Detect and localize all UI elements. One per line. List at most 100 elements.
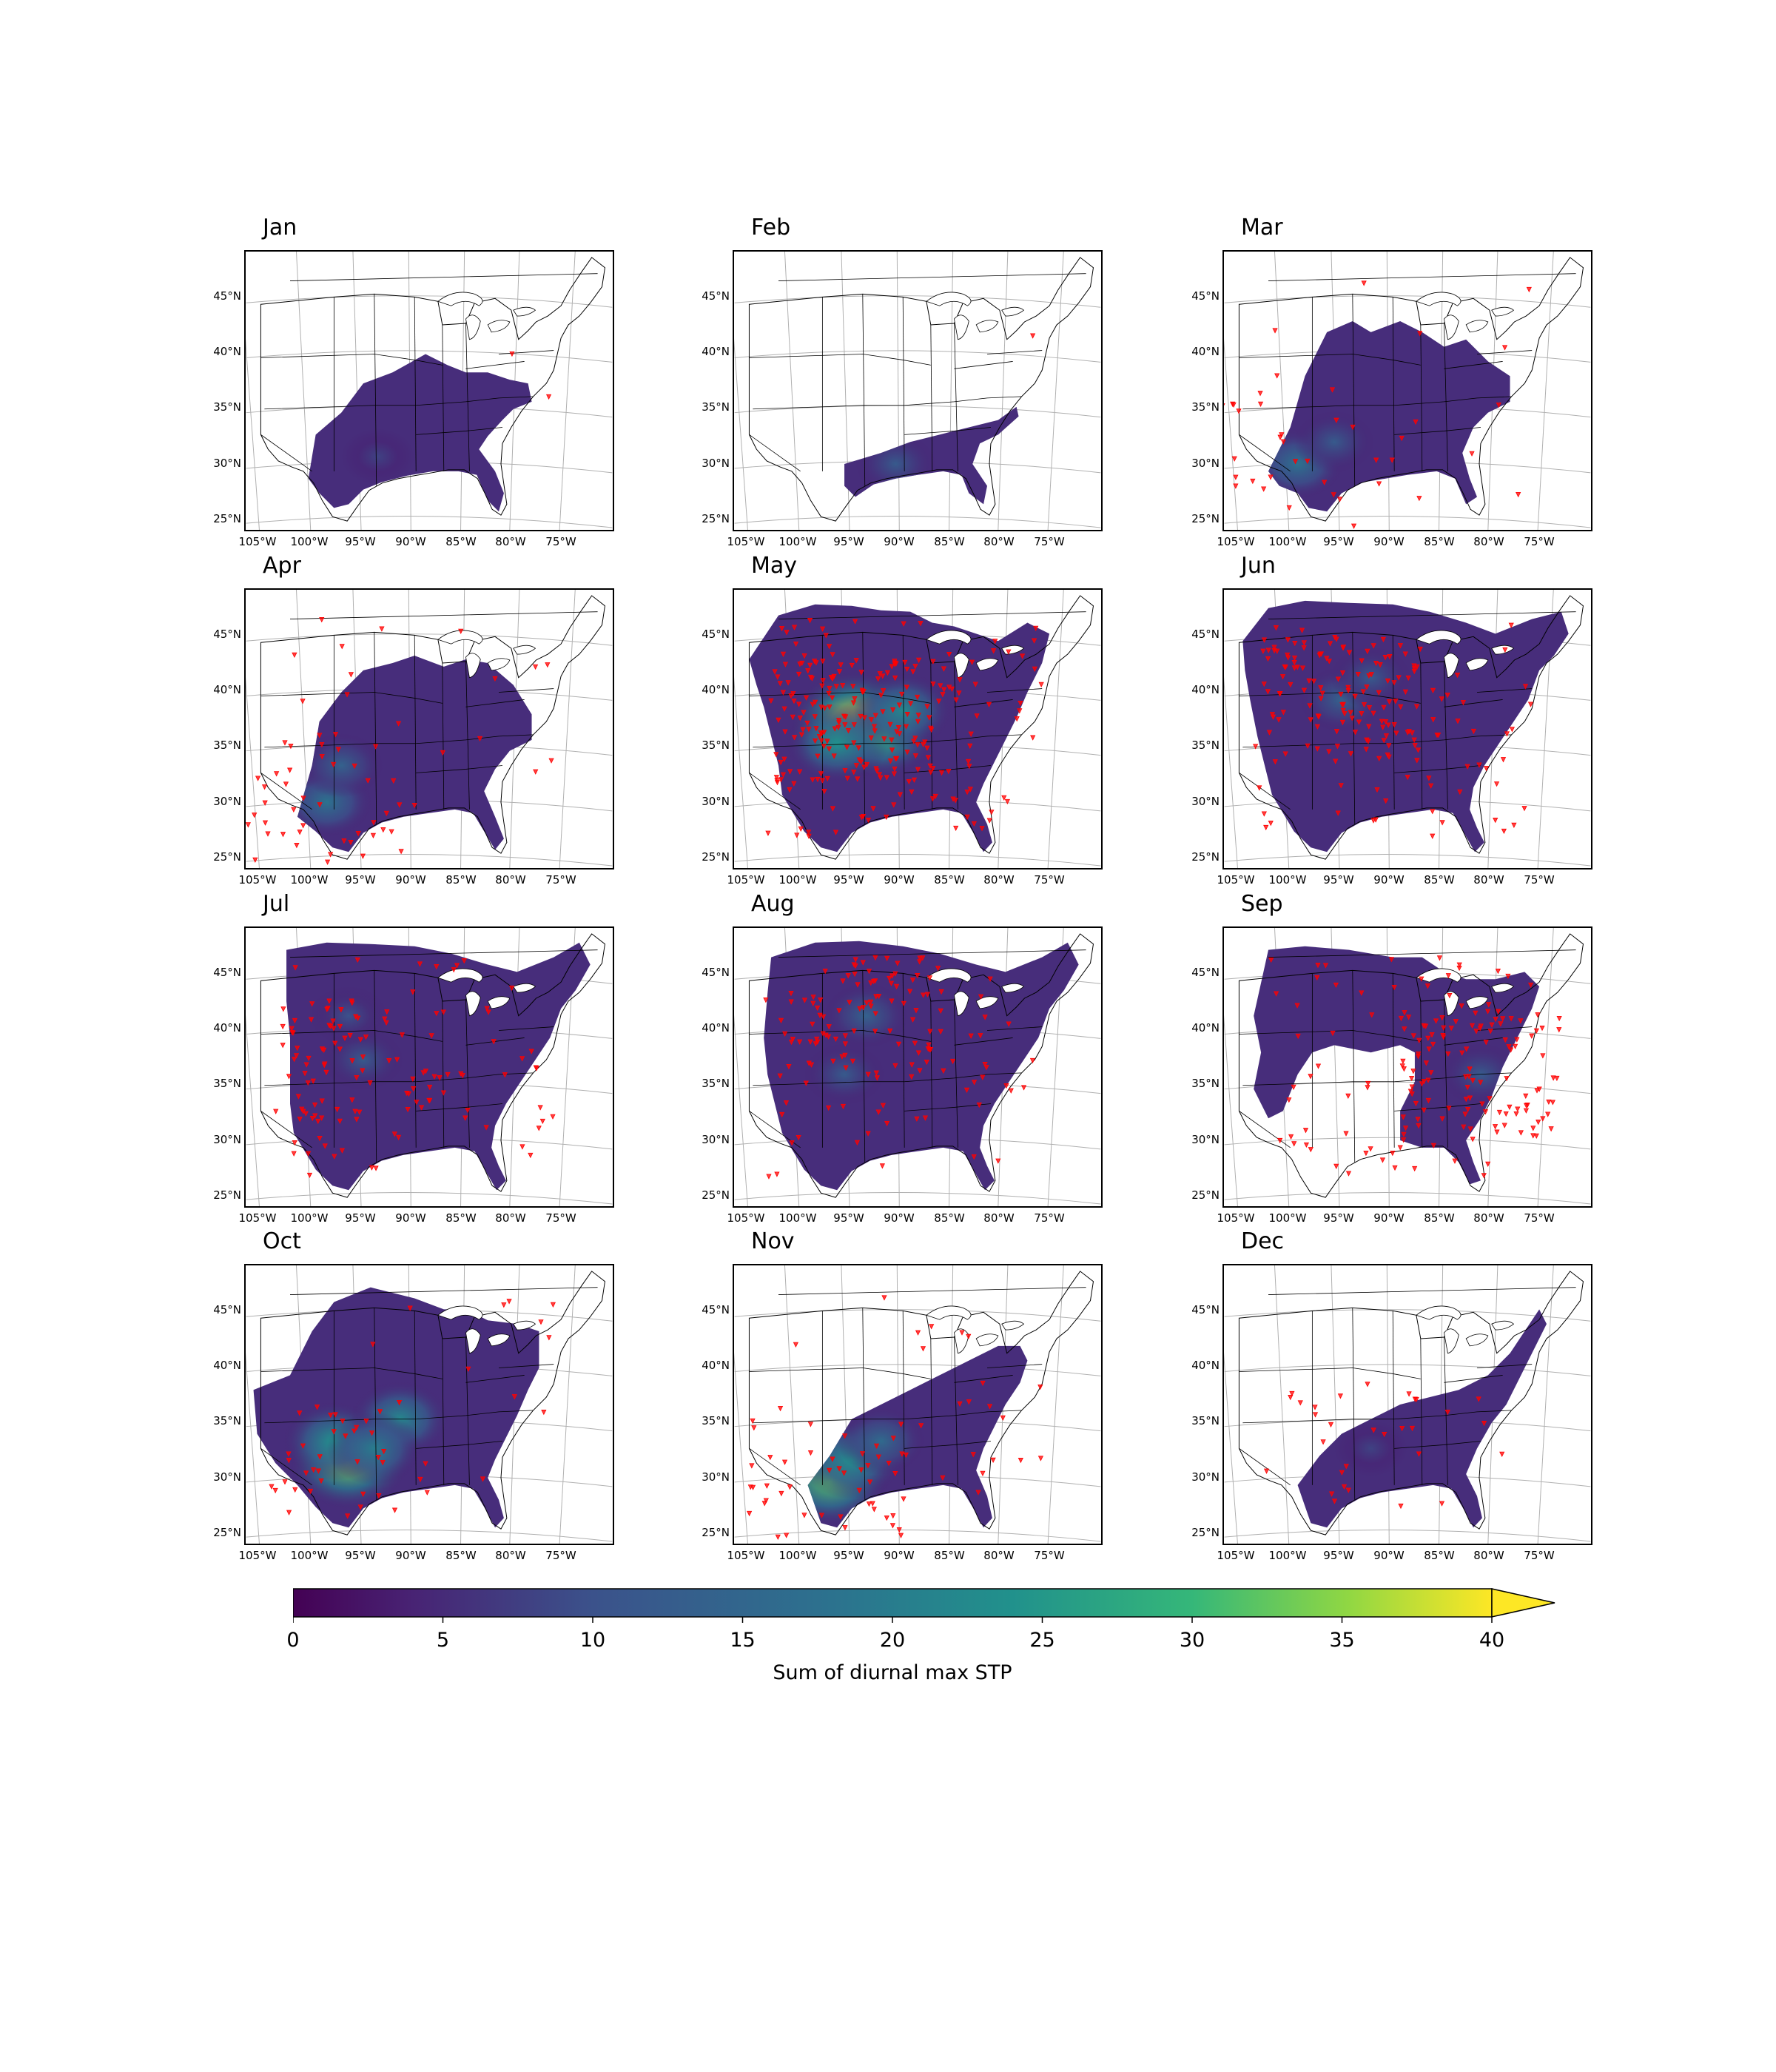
- longitude-tick-label: 105°W: [1217, 873, 1255, 887]
- latitude-tick-label: 40°N: [702, 345, 730, 358]
- latitude-tick-label: 35°N: [702, 739, 730, 752]
- tornado-marker: [880, 673, 886, 679]
- tornado-markers: [1030, 333, 1036, 339]
- tornado-marker: [414, 1100, 420, 1106]
- tornado-marker: [886, 1460, 892, 1467]
- longitude-tick-label: 105°W: [1217, 1549, 1255, 1562]
- tornado-marker: [1391, 722, 1397, 728]
- tornado-marker: [797, 716, 803, 722]
- longitude-tick-label: 105°W: [727, 873, 765, 887]
- tornado-marker: [1503, 1111, 1509, 1117]
- tornado-marker: [1434, 733, 1440, 739]
- tornado-marker: [1405, 675, 1411, 682]
- tornado-marker: [1479, 1101, 1485, 1107]
- state-border: [416, 396, 534, 406]
- tornado-marker: [1342, 711, 1348, 717]
- tornado-marker: [451, 967, 457, 973]
- tornado-marker: [872, 955, 878, 961]
- great-lakes: [437, 1305, 536, 1354]
- stp-hotspots: [1334, 1420, 1407, 1476]
- longitude-tick-label: 105°W: [238, 1549, 277, 1562]
- tornado-marker: [1464, 1084, 1470, 1091]
- tornado-marker: [1383, 733, 1390, 739]
- tornado-marker: [941, 1068, 946, 1074]
- tornado-marker: [826, 644, 832, 650]
- tornado-marker: [332, 1412, 338, 1418]
- tornado-marker: [1385, 678, 1391, 684]
- tornado-marker: [1014, 716, 1020, 722]
- tornado-marker: [928, 727, 935, 733]
- tornado-marker: [806, 830, 812, 835]
- longitude-line: [896, 252, 900, 530]
- state-border: [1420, 1000, 1423, 1148]
- tornado-marker: [815, 776, 821, 783]
- tornado-marker: [1301, 645, 1307, 651]
- tornado-marker: [810, 1000, 816, 1006]
- tornado-marker: [921, 992, 926, 998]
- tornado-marker: [1373, 660, 1379, 667]
- colorbar-tick-label: 30: [1179, 1629, 1205, 1652]
- longitude-tick-label: 95°W: [833, 1549, 864, 1562]
- tornado-marker: [820, 659, 826, 665]
- tornado-marker: [927, 763, 933, 769]
- tornado-marker: [819, 778, 826, 784]
- tornado-marker: [909, 978, 916, 983]
- state-border: [1420, 324, 1423, 471]
- tornado-marker: [1428, 1070, 1434, 1076]
- tornado-marker: [1495, 968, 1501, 975]
- tornado-marker: [431, 1074, 437, 1080]
- tornado-marker: [319, 1046, 326, 1052]
- tornado-marker: [992, 639, 998, 645]
- tornado-marker: [1369, 1012, 1375, 1018]
- state-border: [1392, 297, 1395, 471]
- state-border: [753, 1081, 905, 1086]
- tornado-marker: [893, 983, 900, 989]
- colorbar-extend-arrow: [1491, 1588, 1555, 1618]
- tornado-marker: [1328, 1422, 1334, 1428]
- tornado-marker: [777, 1073, 783, 1079]
- tornado-marker: [1297, 1400, 1303, 1406]
- tornado-marker: [1233, 474, 1239, 480]
- tornado-marker: [454, 963, 460, 969]
- tornado-marker: [768, 698, 774, 704]
- longitude-tick-label: 100°W: [1268, 873, 1307, 887]
- tornado-markers: [1268, 955, 1562, 1179]
- tornado-marker: [295, 1094, 301, 1100]
- tornado-marker: [796, 702, 802, 707]
- tornado-marker: [300, 699, 306, 704]
- state-border: [954, 323, 958, 471]
- tornado-marker: [440, 1009, 446, 1015]
- tornado-marker: [1506, 1044, 1512, 1050]
- tornado-marker: [909, 1062, 915, 1068]
- tornado-marker: [1412, 743, 1418, 749]
- longitude-tick-label: 75°W: [1034, 873, 1065, 887]
- tornado-marker: [817, 1012, 823, 1019]
- longitude-tick-label: 80°W: [495, 1211, 526, 1225]
- latitude-tick-label: 45°N: [702, 628, 730, 641]
- state-border: [904, 1441, 991, 1449]
- stp-field: [1297, 1309, 1547, 1528]
- map-panel-jun: Jun 45°N 40°N 35°N 30°N 25°N 105°W 100°W 95°W 90…: [1191, 553, 1592, 887]
- tornado-marker: [851, 722, 857, 728]
- latitude-tick-label: 30°N: [1191, 457, 1220, 470]
- tornado-marker: [1343, 1464, 1349, 1470]
- tornado-marker: [915, 742, 921, 748]
- tornado-marker: [839, 1054, 845, 1060]
- tornado-marker: [893, 661, 899, 667]
- tornado-markers: [246, 617, 554, 865]
- colorbar-label: Sum of diurnal max STP: [773, 1661, 1012, 1684]
- tornado-marker: [1492, 1124, 1498, 1130]
- longitude-tick-label: 90°W: [1373, 535, 1405, 548]
- tornado-marker: [1350, 424, 1356, 431]
- tornado-marker: [896, 731, 903, 737]
- tornado-marker: [1493, 1017, 1498, 1023]
- tornado-marker: [1448, 1026, 1454, 1032]
- tornado-marker: [404, 1090, 410, 1097]
- tornado-marker: [1326, 749, 1332, 755]
- tornado-marker: [1365, 1080, 1371, 1087]
- tornado-marker: [906, 778, 912, 785]
- tornado-marker: [337, 1118, 343, 1124]
- latitude-tick-label: 45°N: [213, 1303, 241, 1316]
- tornado-marker: [851, 1028, 857, 1035]
- tornado-marker: [1493, 781, 1500, 787]
